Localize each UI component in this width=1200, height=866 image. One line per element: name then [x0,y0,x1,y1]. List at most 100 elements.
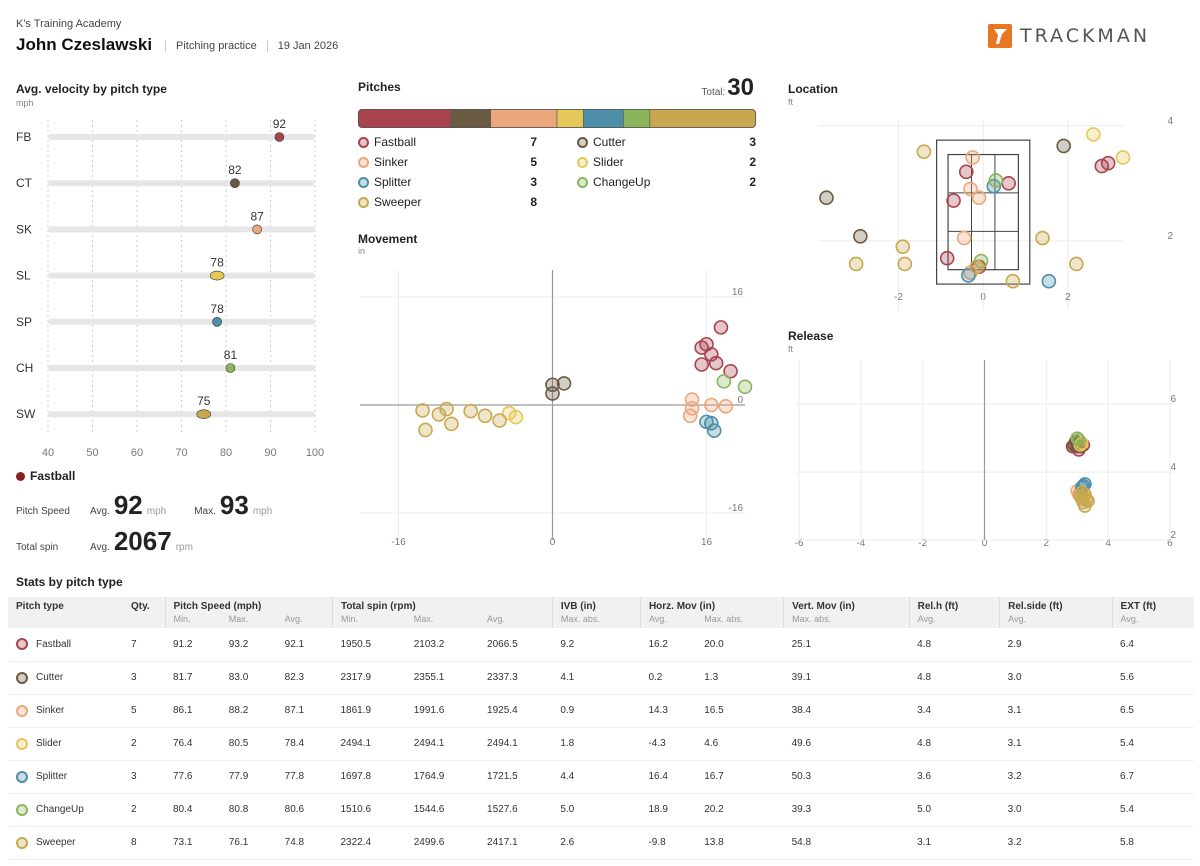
table-cell: 1991.6 [405,694,480,728]
pitch-point-fastball[interactable] [958,164,974,180]
pitch-point-fastball[interactable] [1001,176,1016,191]
pitch-point-changeup[interactable] [988,173,1004,188]
table-row[interactable]: Splitter 3 77.6 77.9 77.8 1697.8 1764.9 1721.5 4… [8,760,1194,794]
col-ivb: IVB (in) [551,597,641,613]
table-row[interactable]: Sinker 5 86.1 88.2 87.1 1861.9 1991.6 1925.4 0.9… [8,694,1194,728]
legend-item-splitter[interactable]: Splitter 3 [358,174,537,190]
table-row[interactable]: Sweeper 8 73.1 76.1 74.8 2322.4 2499.6 2417.1 2.… [8,826,1194,860]
pitch-point-slider[interactable] [508,409,524,425]
pitch-point-sweeper[interactable] [1078,487,1092,501]
trackman-logo: TRACKMAN [988,24,1150,48]
table-cell: 81.7 [165,661,221,695]
table-row[interactable]: ChangeUp 2 80.4 80.8 80.6 1510.6 1544.6 1527.6 5… [8,793,1194,827]
legend-item-changeup[interactable]: ChangeUp 2 [577,174,756,190]
legend-name: Slider [593,155,624,169]
pitch-point-sweeper[interactable] [1081,494,1095,508]
table-cell: 4.1 [552,661,641,695]
pitch-point-splitter[interactable] [961,268,976,283]
table-row[interactable]: Slider 2 76.4 80.5 78.4 2494.1 2494.1 2494.1 1.8… [8,727,1194,761]
pitch-point-sweeper[interactable] [1035,230,1050,246]
pitch-point-sweeper[interactable] [444,416,459,432]
mix-segment-splitter[interactable] [583,109,624,128]
pitch-point-sweeper[interactable] [969,259,985,275]
mix-segment-changeup[interactable] [623,109,651,128]
pitch-point-fastball[interactable] [939,250,955,266]
velocity-marker[interactable] [274,132,285,142]
pitch-point-sweeper[interactable] [492,413,507,428]
pitch-point-cutter[interactable] [545,386,560,401]
pitch-point-sinker[interactable] [971,190,987,206]
pitch-type-cell: Sinker [8,694,123,728]
velocity-marker[interactable] [225,363,236,373]
pitch-point-sweeper[interactable] [431,407,447,422]
pitch-point-sinker[interactable] [704,397,719,413]
pitch-point-fastball[interactable] [723,363,738,379]
table-cell: 5.4 [1112,727,1194,761]
pitch-point-splitter[interactable] [1041,273,1057,289]
pitch-point-sweeper[interactable] [439,401,454,417]
velocity-marker[interactable] [212,317,222,327]
total-spin-label: Total spin [16,542,59,553]
pitch-point-sinker[interactable] [718,399,734,414]
legend-item-slider[interactable]: Slider 2 [577,154,756,170]
pitch-point-fastball[interactable] [1100,155,1116,171]
pitch-point-fastball[interactable] [699,336,714,352]
pitch-point-slider[interactable] [1115,150,1131,165]
mix-segment-fastball[interactable] [358,109,452,128]
velocity-track [48,272,315,279]
mix-segment-slider[interactable] [556,109,584,128]
pitch-point-sweeper[interactable] [1005,273,1021,289]
legend-item-fastball[interactable]: Fastball 7 [358,134,537,150]
pitch-point-sweeper[interactable] [415,403,430,418]
pitch-point-sweeper[interactable] [463,403,478,419]
pitch-point-changeup[interactable] [716,374,732,389]
pitch-point-cutter[interactable] [819,190,834,206]
session-meta: Pitching practice 19 Jan 2026 [155,40,338,52]
table-cell: 3.2 [999,826,1113,860]
legend-dot-icon [577,136,588,148]
mix-segment-cutter[interactable] [450,109,491,128]
velocity-marker[interactable] [196,409,212,420]
velocity-marker[interactable] [252,224,262,235]
legend-count: 3 [530,175,537,189]
pitch-point-sweeper[interactable] [477,408,493,424]
pitch-point-fastball[interactable] [708,355,724,371]
legend-item-sweeper[interactable]: Sweeper 8 [358,194,537,210]
pitch-point-fastball[interactable] [694,357,709,372]
velocity-marker[interactable] [209,270,225,281]
pitch-point-cutter[interactable] [556,376,572,391]
table-cell: -9.8 [640,826,697,860]
legend-dot-icon [577,176,588,188]
pitch-point-sinker[interactable] [682,408,698,424]
pitch-point-sweeper[interactable] [848,256,864,272]
velocity-marker[interactable] [230,178,240,188]
stats-subheader: Min. [164,613,221,628]
pitch-point-sweeper[interactable] [895,239,911,254]
selected-pitch[interactable]: Fastball [16,469,75,483]
pitch-point-sweeper[interactable] [916,144,932,159]
mix-segment-sweeper[interactable] [649,109,756,128]
pitch-point-cutter[interactable] [853,229,868,244]
table-cell: 16.2 [640,628,697,662]
table-cell: 80.8 [220,793,277,827]
pitch-point-sinker[interactable] [963,181,978,197]
pitch-point-changeup[interactable] [1071,433,1086,447]
pitch-point-sinker[interactable] [956,230,972,246]
pitch-point-sinker[interactable] [965,150,980,165]
pitch-point-cutter[interactable] [1056,138,1071,154]
pitch-point-splitter[interactable] [704,415,719,431]
table-row[interactable]: Cutter 3 81.7 83.0 82.3 2317.9 2355.1 2337.3 4.1… [8,661,1194,695]
pitch-point-sweeper[interactable] [897,256,913,272]
pitch-point-fastball[interactable] [713,320,729,335]
legend-item-cutter[interactable]: Cutter 3 [577,134,756,150]
pitch-point-changeup[interactable] [737,379,753,395]
pitch-point-splitter[interactable] [706,423,722,438]
pitch-point-slider[interactable] [1086,127,1101,142]
pitch-point-sweeper[interactable] [1069,256,1084,272]
pitch-point-fastball[interactable] [946,193,961,208]
legend-item-sinker[interactable]: Sinker 5 [358,154,537,170]
table-cell: 83.0 [220,661,277,695]
mix-segment-sinker[interactable] [490,109,558,128]
table-row[interactable]: Fastball 7 91.2 93.2 92.1 1950.5 2103.2 2066.5 9… [8,628,1194,662]
pitch-point-sweeper[interactable] [418,422,433,438]
